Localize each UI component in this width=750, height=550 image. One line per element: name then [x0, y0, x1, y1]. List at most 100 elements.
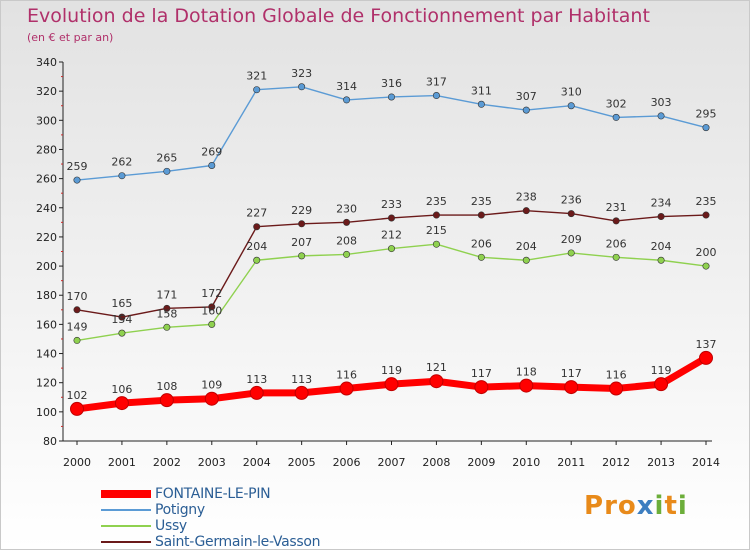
data-point — [118, 313, 126, 321]
y-tick-label: 220 — [36, 231, 57, 244]
legend-item: Saint-Germain-le-Vasson — [101, 534, 321, 550]
data-label: 102 — [67, 389, 88, 402]
y-tick-label: 120 — [36, 377, 57, 390]
y-tick-label: 260 — [36, 173, 57, 186]
data-point — [387, 93, 395, 101]
data-point — [522, 256, 530, 264]
chart-title: Evolution de la Dotation Globale de Fonc… — [27, 5, 650, 27]
logo-letter: x — [636, 491, 655, 521]
data-label: 302 — [606, 97, 627, 110]
data-label: 316 — [381, 77, 402, 90]
data-point — [567, 102, 575, 110]
chart-subtitle: (en € et par an) — [27, 31, 114, 44]
legend-swatch — [101, 509, 151, 511]
y-tick-label: 160 — [36, 318, 57, 331]
data-label: 121 — [426, 361, 447, 374]
data-label: 116 — [606, 369, 627, 382]
logo-letter: i — [677, 491, 688, 521]
y-tick-label: 80 — [43, 435, 57, 448]
x-tick-label: 2008 — [422, 456, 450, 469]
data-point — [522, 207, 530, 215]
legend-item: FONTAINE-LE-PIN — [101, 486, 320, 502]
x-tick-label: 2011 — [557, 456, 585, 469]
data-label: 215 — [426, 224, 447, 237]
logo-letter: o — [617, 491, 637, 521]
data-label: 307 — [516, 90, 537, 103]
data-label: 227 — [246, 207, 267, 220]
series-layer — [70, 83, 713, 416]
data-point — [343, 250, 351, 258]
data-label: 235 — [426, 195, 447, 208]
x-tick-label: 2003 — [198, 456, 226, 469]
data-point — [567, 210, 575, 218]
data-point — [73, 306, 81, 314]
data-point — [612, 113, 620, 121]
data-label: 172 — [201, 287, 222, 300]
data-point — [70, 401, 84, 416]
y-tick-label: 320 — [36, 85, 57, 98]
data-label: 158 — [156, 307, 177, 320]
x-tick-label: 2010 — [512, 456, 540, 469]
data-point — [702, 262, 710, 270]
data-label: 118 — [516, 366, 537, 379]
data-label: 113 — [246, 373, 267, 386]
data-label: 204 — [246, 240, 267, 253]
data-point — [253, 223, 261, 231]
data-point — [343, 96, 351, 104]
data-point — [657, 256, 665, 264]
data-label: 109 — [201, 379, 222, 392]
data-label: 200 — [696, 246, 717, 259]
data-point — [519, 378, 534, 393]
data-label: 113 — [291, 373, 312, 386]
data-point — [253, 256, 261, 264]
data-point — [339, 381, 354, 396]
data-label: 235 — [696, 195, 717, 208]
data-point — [702, 124, 710, 132]
data-point — [477, 100, 485, 108]
data-point — [657, 213, 665, 221]
chart-axes: 80 100 120 140 160 180 200 220 240 260 280 300 320 34… — [36, 56, 720, 469]
data-label: 229 — [291, 204, 312, 217]
data-point — [163, 304, 171, 312]
data-point — [609, 381, 624, 396]
legend-item: Potigny — [101, 502, 320, 518]
x-tick-label: 2013 — [647, 456, 675, 469]
legend-swatch — [101, 541, 151, 543]
data-point — [612, 253, 620, 261]
data-label: 108 — [156, 380, 177, 393]
data-point — [477, 211, 485, 219]
data-label: 117 — [471, 367, 492, 380]
data-point — [118, 329, 126, 337]
data-label: 321 — [246, 70, 267, 83]
data-label: 170 — [67, 290, 88, 303]
x-tick-label: 2002 — [153, 456, 181, 469]
data-label: 171 — [156, 288, 177, 301]
x-tick-label: 2012 — [602, 456, 630, 469]
data-point — [384, 377, 399, 392]
data-point — [612, 217, 620, 225]
data-point — [208, 320, 216, 328]
data-point — [477, 253, 485, 261]
data-point — [567, 249, 575, 257]
data-point — [73, 336, 81, 344]
data-point — [702, 211, 710, 219]
data-label: 204 — [516, 240, 537, 253]
y-tick-label: 300 — [36, 114, 57, 127]
x-tick-label: 2014 — [692, 456, 720, 469]
x-tick-label: 2009 — [467, 456, 495, 469]
data-label: 314 — [336, 80, 357, 93]
data-point — [118, 172, 126, 180]
data-point — [249, 385, 264, 400]
data-point — [654, 377, 669, 392]
legend-label: Saint-Germain-le-Vasson — [155, 534, 321, 550]
proxiti-logo: Proxiti — [584, 491, 688, 521]
logo-letter: i — [654, 491, 665, 521]
x-tick-label: 2004 — [243, 456, 271, 469]
legend-label: Ussy — [155, 518, 187, 534]
legend-swatch — [101, 525, 151, 527]
data-label: 265 — [156, 151, 177, 164]
legend-label: Potigny — [155, 502, 205, 518]
data-point — [298, 252, 306, 260]
